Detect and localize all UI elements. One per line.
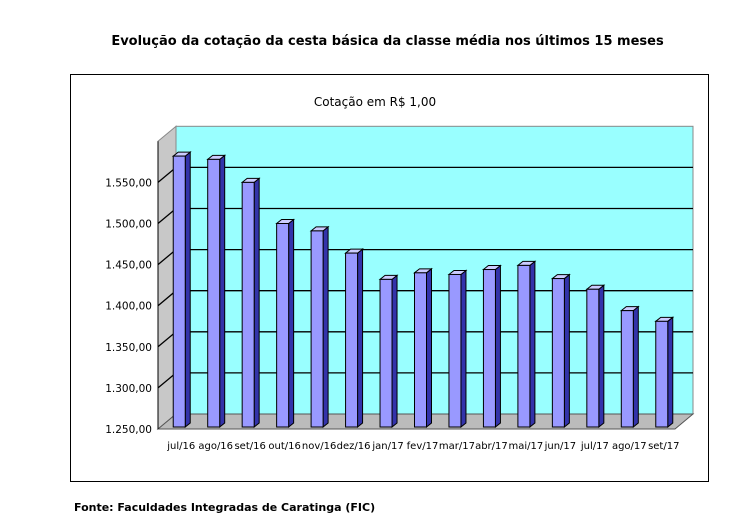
bar-side	[357, 248, 364, 429]
chart-frame: 1.250,00 1.300,00 1.350,00 1.400,00 1.450,00…	[70, 74, 709, 482]
bar-side	[494, 264, 501, 429]
x-tick-label: fev/17	[407, 441, 439, 452]
y-tick-label: 1.350,00	[105, 342, 152, 354]
x-tick-label: ago/17	[612, 441, 647, 452]
x-tick-label: ago/16	[198, 441, 233, 452]
bar	[655, 320, 669, 428]
bar	[482, 269, 496, 428]
x-tick-label: mar/17	[439, 441, 475, 452]
bar	[172, 155, 186, 428]
bar	[620, 310, 634, 428]
chart-title: Cotação em R$ 1,00	[314, 95, 436, 109]
bar-side	[391, 274, 398, 429]
chart-back-wall	[175, 125, 694, 415]
x-tick-label: jun/17	[544, 441, 577, 452]
bar	[310, 230, 324, 428]
bar-side	[563, 273, 570, 429]
x-tick-label: abr/17	[475, 441, 508, 452]
bar-side	[253, 177, 260, 429]
bar-chart: 1.250,00 1.300,00 1.350,00 1.400,00 1.450,00…	[105, 95, 695, 452]
bar	[517, 264, 531, 428]
bar	[414, 272, 427, 428]
bar-side	[460, 269, 467, 429]
x-tick-label: out/16	[268, 441, 300, 452]
bar-side	[322, 225, 329, 429]
y-tick-label: 1.550,00	[105, 177, 152, 189]
bar-side	[288, 218, 295, 429]
x-tick-label: jan/17	[371, 441, 403, 452]
x-tick-label: set/16	[234, 441, 265, 452]
y-tick-label: 1.500,00	[105, 219, 152, 231]
bar	[207, 158, 221, 428]
source-note: Fonte: Faculdades Integradas de Carating…	[74, 501, 376, 514]
y-tick-label: 1.450,00	[105, 260, 152, 272]
bar-side	[529, 260, 536, 429]
x-tick-label: mai/17	[509, 441, 544, 452]
bar	[345, 252, 359, 428]
bar-side	[667, 316, 674, 429]
page-title: Evolução da cotação da cesta básica da c…	[111, 34, 664, 49]
bar-side	[632, 305, 639, 429]
bar	[379, 278, 393, 428]
bar	[241, 181, 255, 428]
bar-side	[598, 284, 605, 429]
bar-side	[219, 154, 226, 429]
x-tick-label: jul/17	[580, 441, 609, 452]
x-tick-label: set/17	[648, 441, 679, 452]
y-tick-label: 1.400,00	[105, 301, 152, 313]
bar	[448, 273, 462, 428]
x-tick-label: jul/16	[166, 441, 195, 452]
bar	[551, 278, 565, 428]
bar-side	[426, 267, 432, 429]
bar	[586, 288, 600, 428]
bar-side	[184, 151, 191, 429]
y-tick-label: 1.250,00	[105, 424, 152, 436]
x-tick-label: dez/16	[337, 441, 371, 452]
x-tick-label: nov/16	[302, 441, 336, 452]
y-tick-label: 1.300,00	[105, 383, 152, 395]
bar	[276, 223, 290, 428]
